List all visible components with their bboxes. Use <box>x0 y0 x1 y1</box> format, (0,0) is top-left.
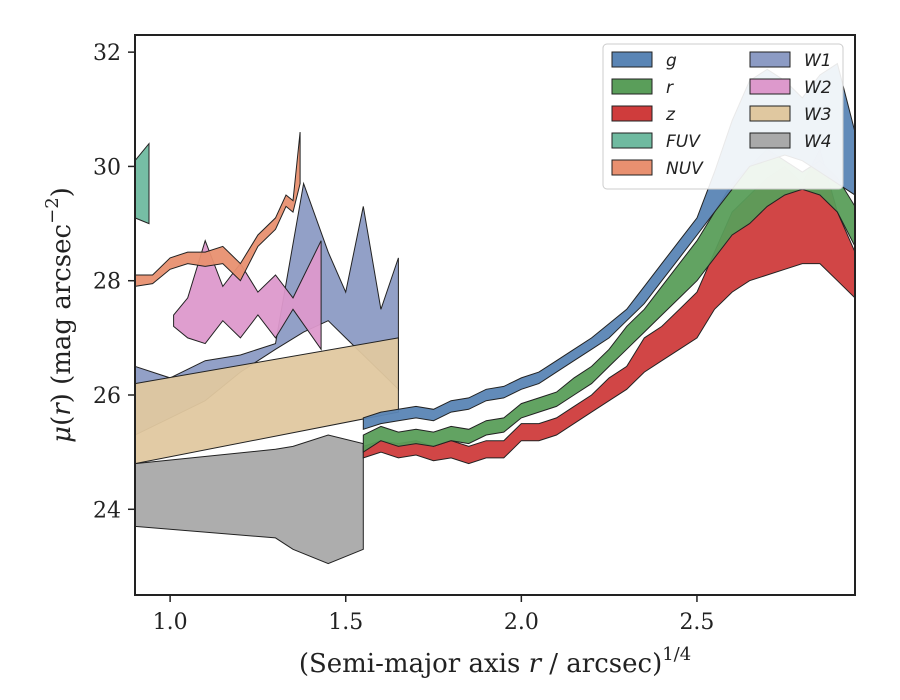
x-tick-label: 1.5 <box>328 610 363 635</box>
x-axis-ticks: 1.0 1.5 2.0 2.5 <box>153 595 714 635</box>
legend-label-w1: W1 <box>804 51 832 71</box>
x-tick-label: 2.5 <box>679 610 714 635</box>
legend-swatch-nuv <box>611 159 653 176</box>
legend-swatch-w4 <box>749 132 791 149</box>
y-axis-ticks: 24 26 28 30 32 <box>93 41 135 523</box>
y-axis-label-mu: μ <box>47 426 77 443</box>
legend-swatch-z <box>611 105 653 122</box>
x-tick-label: 1.0 <box>153 610 188 635</box>
y-tick-label: 30 <box>93 155 121 180</box>
legend-label-fuv: FUV <box>666 132 701 152</box>
y-axis-label-open: ( <box>47 416 77 426</box>
x-axis-label-post: / arcsec) <box>541 649 662 679</box>
y-axis-label-end: ) <box>47 187 77 197</box>
y-tick-label: 28 <box>93 270 121 295</box>
legend-label-w2: W2 <box>804 78 832 98</box>
y-axis-label-units: (mag arcsec <box>47 224 77 393</box>
legend-label-nuv: NUV <box>666 159 704 179</box>
legend-swatch-w3 <box>749 105 791 122</box>
band-nuv <box>135 132 301 287</box>
legend-swatch-r <box>611 78 653 95</box>
y-tick-label: 24 <box>93 498 121 523</box>
y-axis-label-close: ) <box>47 393 77 403</box>
y-tick-label: 32 <box>93 41 121 66</box>
x-axis-label: (Semi-major axis r / arcsec)1/4 <box>299 644 691 679</box>
x-axis-label-var: r <box>529 649 543 679</box>
legend-swatch-g <box>611 51 653 68</box>
y-axis-label-var: r <box>47 402 77 416</box>
band-w2 <box>173 239 322 351</box>
legend-label-r: r <box>666 78 674 98</box>
legend-swatch-w2 <box>749 78 791 95</box>
y-axis-label-sup: −2 <box>42 197 63 224</box>
band-w3 <box>135 337 399 465</box>
legend-label-w4: W4 <box>804 132 832 152</box>
band-fuv <box>135 142 150 225</box>
y-tick-label: 26 <box>93 384 121 409</box>
legend-swatch-fuv <box>611 132 653 149</box>
y-axis-label: μ(r) (mag arcsec−2) <box>42 187 77 443</box>
legend-swatch-w1 <box>749 51 791 68</box>
legend: grz FUV NUV W1 W2 W3 W4 <box>602 43 844 190</box>
x-axis-label-pre: (Semi-major axis <box>299 649 529 679</box>
band-r <box>362 148 855 454</box>
x-axis-label-sup: 1/4 <box>662 644 691 665</box>
x-tick-label: 2.0 <box>504 610 539 635</box>
legend-label-z: z <box>665 105 676 125</box>
plot-frame <box>134 34 856 596</box>
legend-label-w3: W3 <box>804 105 832 125</box>
legend-label-g: g <box>666 51 677 71</box>
